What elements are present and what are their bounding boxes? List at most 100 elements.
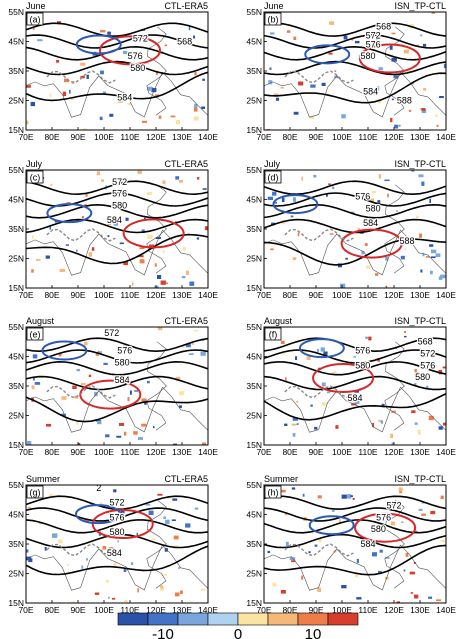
shading-cell xyxy=(188,353,194,355)
lat-tick-label: 35N xyxy=(246,539,262,549)
lon-tick-label: 90E xyxy=(308,290,323,300)
shading-cell xyxy=(298,81,304,86)
shading-cell xyxy=(398,487,403,492)
shading-cell xyxy=(354,391,359,393)
lon-tick-label: 80E xyxy=(282,447,297,457)
shading-cell xyxy=(123,261,128,266)
lon-tick-label: 130E xyxy=(410,132,430,142)
panel-tag-label: (d) xyxy=(268,173,279,183)
height-contour xyxy=(264,349,446,364)
panel-tag-label: (f) xyxy=(269,330,278,340)
lat-tick-label: 35N xyxy=(246,66,262,76)
lat-tick-label: 15N xyxy=(246,440,262,450)
panel-period-title: Summer xyxy=(26,474,60,484)
shading-cell xyxy=(343,35,348,40)
shading-cell xyxy=(391,442,394,445)
shading-cell xyxy=(141,398,147,403)
shading-cell xyxy=(113,562,117,567)
shading-cell xyxy=(379,549,383,553)
shading-cell xyxy=(137,588,139,593)
shading-cell xyxy=(94,592,100,595)
panel-period-title: August xyxy=(26,316,55,326)
contour-label: 576 xyxy=(366,39,381,49)
shading-cell xyxy=(399,491,403,494)
shading-cell xyxy=(375,38,379,41)
panel-tag-box xyxy=(264,170,282,184)
shading-cell xyxy=(56,59,60,63)
shading-cell xyxy=(193,35,196,39)
shading-cell xyxy=(415,530,418,533)
shading-cell xyxy=(119,242,124,245)
shading-cell xyxy=(141,120,147,123)
shading-cell xyxy=(172,498,178,501)
shading-cell xyxy=(122,345,127,348)
shading-cell xyxy=(292,257,297,261)
height-contour xyxy=(26,22,208,37)
panel-frame xyxy=(263,169,447,289)
shading-cell xyxy=(438,276,443,280)
contour-label: 584 xyxy=(117,93,132,103)
shading-cell xyxy=(175,376,181,382)
lon-tick-label: 110E xyxy=(358,290,378,300)
shading-cell xyxy=(82,128,87,130)
height-contour xyxy=(264,519,446,534)
shading-cell xyxy=(440,274,446,279)
shading-cell xyxy=(84,519,90,522)
plateau-outline xyxy=(46,543,116,557)
plateau-outline xyxy=(284,543,354,557)
shading-cell xyxy=(46,423,52,427)
height-contour xyxy=(26,396,208,423)
height-contour xyxy=(26,533,208,549)
shading-cell xyxy=(357,227,360,231)
shading-cell xyxy=(163,516,166,519)
height-contour xyxy=(26,60,208,76)
shading-cell xyxy=(72,385,77,389)
contour-label: 576 xyxy=(355,346,370,356)
shading-cell xyxy=(329,21,335,25)
shading-cell xyxy=(193,107,198,112)
shading-cell xyxy=(86,74,89,79)
lon-tick-label: 70E xyxy=(256,290,271,300)
lon-tick-label: 70E xyxy=(18,290,33,300)
shading-cell xyxy=(381,403,385,408)
shading-cell xyxy=(323,351,328,356)
lon-tick-label: 110E xyxy=(358,447,378,457)
shading-cell xyxy=(375,273,379,276)
lon-tick-label: 120E xyxy=(384,290,404,300)
shading-cell xyxy=(281,352,285,355)
shading-cell xyxy=(194,329,198,332)
panel-tag-label: (g) xyxy=(30,488,41,498)
lat-tick-label: 45N xyxy=(8,195,24,205)
shading-cell xyxy=(26,120,29,125)
shading-cell xyxy=(30,101,35,107)
shading-cell xyxy=(272,582,277,587)
shading-cell xyxy=(428,596,432,599)
lon-tick-label: 100E xyxy=(332,605,352,615)
shading-cell xyxy=(425,385,429,390)
shading-cell xyxy=(141,229,145,233)
lat-tick-label: 45N xyxy=(246,352,262,362)
panel-tag-label: (h) xyxy=(268,488,279,498)
shading-cell xyxy=(296,423,299,425)
shading-cell xyxy=(123,50,128,54)
shading-cell xyxy=(289,557,296,561)
shading-cell xyxy=(139,259,145,264)
colorbar-swatch xyxy=(297,612,329,626)
plateau-outline xyxy=(46,385,116,399)
shading-cell xyxy=(384,557,390,559)
shading-cell xyxy=(101,179,104,182)
shading-cell xyxy=(301,575,304,580)
shading-cell xyxy=(431,12,435,14)
shading-cell xyxy=(76,368,81,372)
contour-label: 576 xyxy=(355,192,370,202)
lon-tick-label: 70E xyxy=(18,447,33,457)
contour-label: 580 xyxy=(355,360,370,370)
shading-cell xyxy=(364,243,368,246)
shading-cell xyxy=(97,420,102,425)
lon-tick-label: 130E xyxy=(410,447,430,457)
height-contour xyxy=(264,495,446,510)
contour-label: 584 xyxy=(360,539,375,549)
